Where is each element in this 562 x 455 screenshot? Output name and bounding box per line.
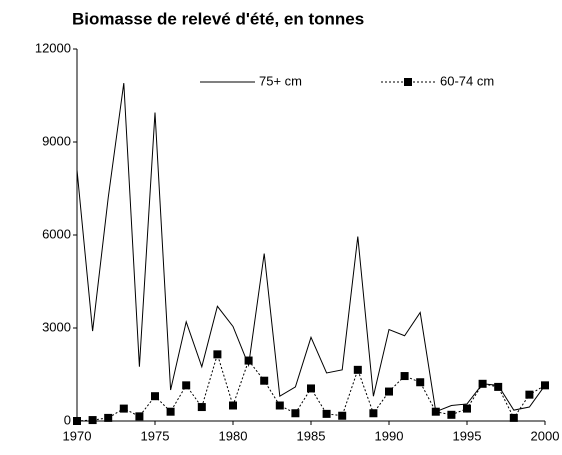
x-tick-label: 1990 bbox=[375, 428, 404, 443]
marker bbox=[88, 416, 97, 425]
marker bbox=[244, 356, 253, 365]
marker bbox=[104, 413, 113, 422]
marker bbox=[260, 376, 269, 385]
legend-label: 60-74 cm bbox=[440, 73, 494, 88]
marker bbox=[369, 409, 378, 418]
y-tick-label: 9000 bbox=[42, 133, 71, 148]
marker bbox=[119, 404, 128, 413]
marker bbox=[213, 350, 222, 359]
chart-title: Biomasse de relevé d'été, en tonnes bbox=[72, 9, 364, 28]
marker bbox=[541, 381, 549, 390]
marker bbox=[229, 401, 237, 410]
x-tick-label: 2000 bbox=[531, 428, 560, 443]
y-tick-label: 12000 bbox=[35, 40, 71, 55]
marker bbox=[166, 407, 175, 416]
x-tick-label: 1970 bbox=[63, 428, 92, 443]
x-tick-label: 1995 bbox=[453, 428, 482, 443]
x-tick-label: 1980 bbox=[219, 428, 248, 443]
marker bbox=[291, 409, 300, 418]
marker bbox=[307, 384, 315, 393]
marker bbox=[509, 413, 518, 422]
series-line bbox=[76, 83, 546, 413]
x-tick-label: 1985 bbox=[297, 428, 326, 443]
marker bbox=[494, 382, 503, 391]
marker bbox=[385, 387, 393, 396]
marker bbox=[322, 409, 331, 418]
x-tick-label: 1975 bbox=[141, 428, 170, 443]
legend-label: 75+ cm bbox=[259, 73, 302, 88]
marker bbox=[478, 379, 487, 388]
legend-marker bbox=[404, 78, 412, 86]
marker bbox=[197, 403, 206, 412]
marker bbox=[525, 390, 534, 399]
marker bbox=[151, 392, 159, 401]
marker bbox=[447, 410, 456, 419]
y-tick-label: 6000 bbox=[42, 226, 71, 241]
marker bbox=[463, 404, 471, 413]
marker bbox=[182, 381, 191, 390]
marker bbox=[135, 412, 144, 421]
y-tick-label: 3000 bbox=[42, 319, 71, 334]
marker bbox=[400, 372, 409, 381]
marker bbox=[73, 417, 81, 425]
marker bbox=[275, 401, 284, 410]
y-tick-label: 0 bbox=[64, 412, 71, 427]
marker bbox=[353, 365, 362, 374]
marker bbox=[338, 411, 347, 420]
marker bbox=[416, 378, 425, 387]
marker bbox=[431, 407, 440, 416]
